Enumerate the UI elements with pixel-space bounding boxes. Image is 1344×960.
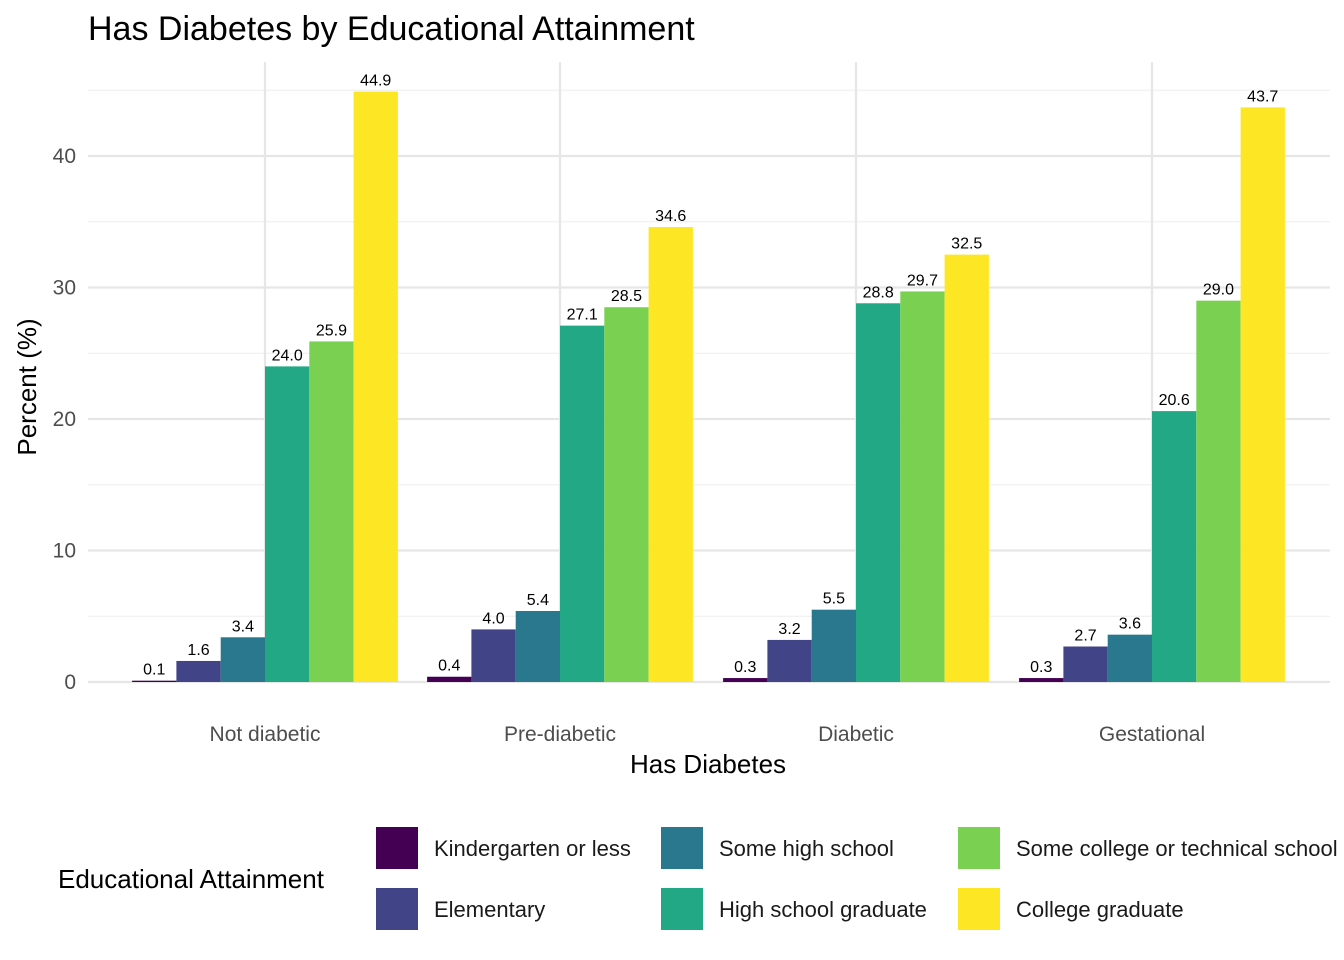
bar (900, 291, 945, 682)
legend-item: Some college or technical school (958, 827, 1338, 869)
bar (560, 325, 605, 682)
bar-value-label: 3.6 (1119, 616, 1141, 633)
bar (767, 639, 812, 682)
bar (132, 680, 177, 682)
bar (811, 609, 856, 682)
bar (265, 366, 310, 682)
y-tick-label: 30 (53, 277, 76, 300)
bar (220, 637, 265, 682)
x-axis-title: Has Diabetes (630, 749, 786, 779)
bar-value-label: 43.7 (1247, 88, 1278, 105)
bar-value-label: 24.0 (272, 347, 303, 364)
bar-value-label: 29.0 (1203, 282, 1234, 299)
x-tick-label: Diabetic (818, 723, 894, 746)
bar (427, 676, 472, 682)
legend-item: Elementary (376, 888, 545, 930)
bar-value-label: 1.6 (187, 642, 209, 659)
bar-value-label: 34.6 (655, 208, 686, 225)
legend-item: College graduate (958, 888, 1184, 930)
bar-value-label: 0.3 (1030, 659, 1052, 676)
bar-value-label: 0.4 (438, 658, 460, 675)
bar-value-label: 3.2 (778, 621, 800, 638)
bar-value-label: 5.5 (823, 591, 845, 608)
legend-title: Educational Attainment (58, 864, 325, 894)
bar (1063, 646, 1108, 682)
bar (353, 91, 398, 682)
bar-value-label: 0.1 (143, 662, 165, 679)
x-tick-label: Gestational (1099, 723, 1205, 746)
bar-value-label: 0.3 (734, 659, 756, 676)
y-axis-ticks: 0 10 20 30 40 (53, 145, 76, 694)
bar-value-label: 44.9 (360, 73, 391, 90)
x-tick-label: Pre-diabetic (504, 723, 616, 746)
bar (856, 303, 901, 682)
legend-swatch (661, 827, 703, 869)
bar (604, 307, 649, 682)
legend-swatch (661, 888, 703, 930)
legend-swatch (376, 827, 418, 869)
bar (1107, 634, 1152, 682)
bar-value-label: 4.0 (482, 610, 504, 627)
bar-value-label: 5.4 (527, 592, 549, 609)
bar (176, 660, 221, 682)
bar (309, 341, 354, 682)
legend-swatch (376, 888, 418, 930)
bars (132, 91, 1285, 683)
legend-label: Kindergarten or less (434, 836, 631, 861)
y-tick-label: 0 (64, 671, 76, 694)
bar-value-label: 20.6 (1159, 392, 1190, 409)
x-axis-ticks: Not diabetic Pre-diabetic Diabetic Gestatio… (210, 723, 1206, 746)
bar-value-label: 28.8 (863, 284, 894, 301)
bar-value-label: 3.4 (232, 618, 254, 635)
bar (471, 629, 516, 682)
y-tick-label: 10 (53, 540, 76, 563)
data-labels: 0.1 1.6 3.4 24.0 25.9 44.9 0.4 4.0 5.4 27.1 28.5 34… (143, 73, 1278, 679)
legend-item: Some high school (661, 827, 894, 869)
chart-title: Has Diabetes by Educational Attainment (88, 10, 695, 48)
bar (1196, 300, 1241, 682)
bar (515, 610, 560, 682)
x-tick-label: Not diabetic (210, 723, 321, 746)
bar-value-label: 32.5 (951, 236, 982, 253)
bar (944, 254, 989, 682)
legend-label: Some high school (719, 836, 894, 861)
legend-item: Kindergarten or less (376, 827, 631, 869)
legend-label: College graduate (1016, 897, 1184, 922)
bar (648, 227, 693, 682)
legend-label: Some college or technical school (1016, 836, 1338, 861)
bar-value-label: 29.7 (907, 272, 938, 289)
bar-value-label: 25.9 (316, 322, 347, 339)
legend-swatch (958, 827, 1000, 869)
legend-label: High school graduate (719, 897, 927, 922)
bar (723, 678, 768, 682)
bar (1019, 678, 1064, 682)
bar-value-label: 27.1 (567, 307, 598, 324)
bar-value-label: 28.5 (611, 288, 642, 305)
bar (1152, 411, 1197, 682)
y-tick-label: 40 (53, 145, 76, 168)
legend-swatch (958, 888, 1000, 930)
legend: Kindergarten or less Elementary Some high … (376, 827, 1338, 930)
bar (1240, 107, 1285, 683)
y-tick-label: 20 (53, 408, 76, 431)
legend-item: High school graduate (661, 888, 927, 930)
bar-value-label: 2.7 (1074, 627, 1096, 644)
legend-label: Elementary (434, 897, 545, 922)
y-axis-title: Percent (%) (12, 318, 42, 455)
